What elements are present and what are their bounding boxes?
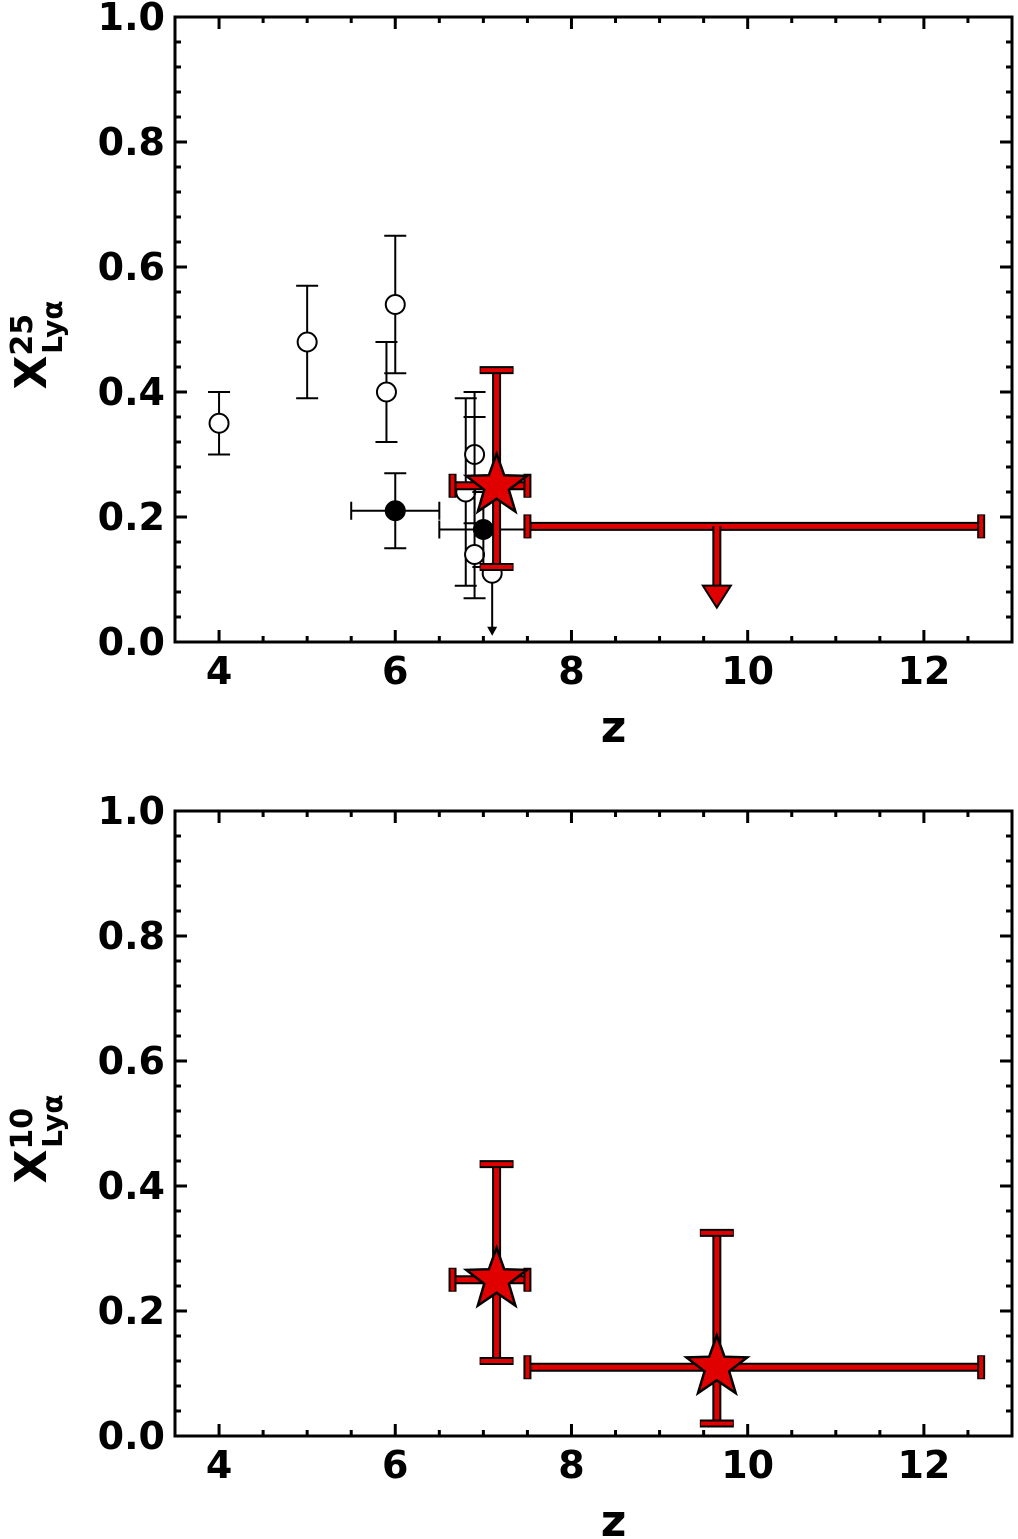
x-axis-label: z (601, 702, 627, 753)
x-tick-label: 4 (206, 649, 232, 693)
plot-frame (173, 15, 1014, 644)
y-tick-label: 0.2 (98, 1289, 165, 1333)
y-axis-label-base: X (6, 1150, 57, 1184)
top-panel: 4 6 8 10 12 0.0 0.2 0.4 0.6 0.8 1.0 z X25Lyα (5, 0, 1014, 753)
y-tick-label: 0.8 (98, 914, 165, 958)
y-tick-label: 0.6 (98, 245, 165, 289)
star-marker (462, 1244, 531, 1309)
open-circle-marker (375, 381, 397, 403)
y-axis-label: X10Lyα (5, 1094, 69, 1183)
open-circle-marker (208, 412, 230, 434)
x-tick-label: 8 (558, 1443, 584, 1487)
filled-circle-marker (384, 500, 406, 522)
y-tick-label: 0.6 (98, 1039, 165, 1083)
y-tick-label: 0.4 (98, 1164, 165, 1208)
open-circle-marker (296, 331, 318, 353)
y-axis-label-subscript: Lyα (36, 300, 69, 353)
y-tick-label: 1.0 (98, 0, 165, 39)
x-tick-label: 8 (558, 649, 584, 693)
y-axis-label-subscript: Lyα (36, 1094, 69, 1147)
plot-frame (173, 809, 1014, 1438)
x-tick-label: 12 (897, 649, 950, 693)
upper-limit-arrowhead (487, 626, 498, 636)
x-axis-label: z (601, 1496, 627, 1539)
y-axis-label-base: X (6, 356, 57, 390)
y-axis-label-superscript: 10 (5, 1108, 40, 1150)
open-circle-marker (464, 544, 486, 565)
y-axis-label: X25Lyα (5, 300, 69, 389)
y-tick-label: 0.0 (98, 1414, 165, 1458)
open-circle-marker (384, 294, 406, 315)
star-marker (462, 450, 531, 515)
x-tick-label: 6 (382, 1443, 408, 1487)
y-tick-label: 0.4 (98, 370, 165, 414)
star-marker (682, 1331, 751, 1397)
x-tick-label: 6 (382, 649, 408, 693)
y-tick-label: 0.0 (98, 620, 165, 664)
x-tick-label: 4 (206, 1443, 232, 1487)
y-tick-label: 1.0 (98, 789, 165, 833)
x-tick-label: 10 (721, 1443, 774, 1487)
y-tick-label: 0.2 (98, 495, 165, 539)
x-tick-label: 10 (721, 649, 774, 693)
filled-circle-marker (472, 519, 494, 540)
x-tick-label: 12 (897, 1443, 950, 1487)
y-axis-label-superscript: 25 (5, 314, 40, 356)
y-tick-label: 0.8 (98, 120, 165, 164)
upper-limit-arrowhead (701, 584, 733, 610)
